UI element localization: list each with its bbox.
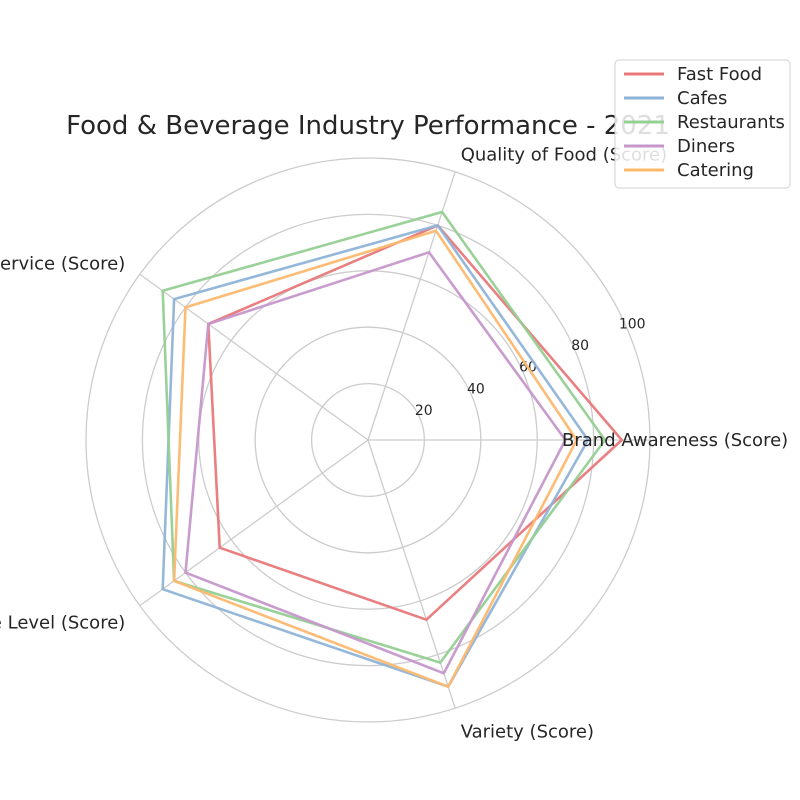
series-line-catering [172,229,579,689]
radial-tick-label: 20 [415,403,433,419]
legend-label: Diners [677,136,735,157]
axis-label: Price Level (Score) [0,612,125,633]
axis-label: Brand Awareness (Score) [562,430,788,451]
legend-label: Restaurants [677,112,785,133]
axis-label: Variety (Score) [461,721,594,742]
legend-box [614,59,791,189]
series-line-restaurants [161,210,607,664]
legend-label: Catering [677,160,754,181]
radial-tick-label: 40 [467,381,485,397]
radial-tick-label: 100 [619,317,646,333]
grid-spoke [367,439,456,709]
grid-spoke [367,171,456,441]
radar-grid [85,157,651,723]
grid-spoke [139,273,369,441]
radial-tick-label: 80 [571,338,589,354]
series-line-fast-food [207,224,624,622]
legend-label: Cafes [677,88,727,109]
axis-label: Customer Service (Score) [0,254,125,275]
series-line-diners [184,251,567,675]
legend-label: Fast Food [677,64,762,85]
grid-spoke [139,439,369,607]
chart-title: Food & Beverage Industry Performance - 2… [66,111,670,141]
legend: Fast Food Cafes Restaurants Diners Catering [614,59,791,189]
series-layer [161,210,624,689]
